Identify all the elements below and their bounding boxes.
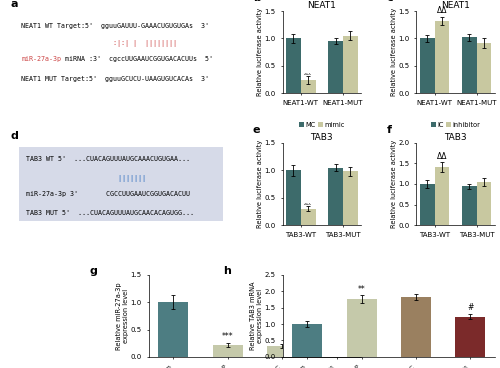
Title: NEAT1: NEAT1: [308, 1, 336, 10]
Y-axis label: Relative luciferase activity: Relative luciferase activity: [390, 8, 396, 96]
Text: #: #: [467, 304, 473, 312]
Legend: MC, mimic: MC, mimic: [298, 121, 346, 129]
Text: h: h: [223, 266, 231, 276]
Bar: [420, 39, 434, 93]
Bar: [476, 43, 492, 93]
FancyBboxPatch shape: [19, 147, 223, 221]
Text: NEAT1 WT Target:5'  gguuGAUUU-GAAACUGUGUGAs  3': NEAT1 WT Target:5' gguuGAUUU-GAAACUGUGUG…: [22, 23, 210, 29]
Title: TAB3: TAB3: [310, 133, 333, 142]
Text: c: c: [386, 0, 393, 3]
Bar: [434, 21, 450, 93]
Text: d: d: [11, 131, 18, 141]
Text: miRNA :3'  cgccUUGAAUCGGUGACACUUs  5': miRNA :3' cgccUUGAAUCGGUGACACUUs 5': [22, 56, 214, 62]
Text: f: f: [386, 125, 392, 135]
Bar: [401, 297, 431, 357]
Y-axis label: Relative luciferase activity: Relative luciferase activity: [257, 140, 263, 228]
Title: TAB3: TAB3: [444, 133, 467, 142]
Bar: [301, 80, 316, 93]
Bar: [322, 312, 352, 357]
Text: TAB3 MUT 5'  ...CUACAGUUUAUGCAACACAGUGG...: TAB3 MUT 5' ...CUACAGUUUAUGCAACACAGUGG..…: [26, 210, 194, 216]
Bar: [420, 184, 434, 225]
Bar: [343, 36, 357, 93]
Bar: [301, 209, 316, 225]
Text: :|:| |  ||||||||: :|:| | ||||||||: [22, 40, 178, 47]
Title: NEAT1: NEAT1: [441, 1, 470, 10]
Bar: [158, 302, 188, 357]
Bar: [476, 182, 492, 225]
Y-axis label: Relative luciferase activity: Relative luciferase activity: [257, 8, 263, 96]
Bar: [267, 346, 297, 357]
Bar: [328, 167, 343, 225]
Bar: [456, 317, 486, 357]
Text: miR-27a-3p 3'       CGCCUUGAAUCGGUGACACUU: miR-27a-3p 3' CGCCUUGAAUCGGUGACACUU: [26, 191, 190, 197]
Bar: [213, 345, 243, 357]
Text: **: **: [358, 285, 366, 294]
Text: g: g: [90, 266, 97, 276]
Bar: [462, 186, 476, 225]
Bar: [434, 167, 450, 225]
Bar: [286, 170, 301, 225]
Text: TAB3 WT 5'  ...CUACAGUUUAUGCAAACUGUGAA...: TAB3 WT 5' ...CUACAGUUUAUGCAAACUGUGAA...: [26, 156, 190, 162]
Text: ‸‸‸: ‸‸‸: [304, 196, 312, 205]
Text: ###: ###: [327, 298, 346, 307]
Y-axis label: Relative miR-27a-3p
expression level: Relative miR-27a-3p expression level: [116, 282, 129, 350]
Text: |||||||: |||||||: [26, 175, 146, 182]
Bar: [343, 171, 357, 225]
Bar: [462, 38, 476, 93]
Legend: IC, inhibitor: IC, inhibitor: [430, 121, 481, 129]
Y-axis label: Relative luciferase activity: Relative luciferase activity: [390, 140, 396, 228]
Bar: [346, 299, 376, 357]
Text: NEAT1 MUT Target:5'  gguuGCUCU-UAAGUGUCACAs  3': NEAT1 MUT Target:5' gguuGCUCU-UAAGUGUCAC…: [22, 75, 210, 82]
Text: b: b: [252, 0, 260, 3]
Text: e: e: [252, 125, 260, 135]
Bar: [328, 41, 343, 93]
Text: a: a: [11, 0, 18, 10]
Bar: [292, 324, 322, 357]
Text: ‸‸‸: ‸‸‸: [304, 66, 312, 75]
Text: ΔΔ: ΔΔ: [436, 152, 447, 161]
Y-axis label: Relative TAB3 mRNA
expression level: Relative TAB3 mRNA expression level: [250, 282, 263, 350]
Text: miR-27a-3p: miR-27a-3p: [22, 56, 62, 62]
Text: ***: ***: [222, 332, 234, 341]
Bar: [286, 39, 301, 93]
Text: ΔΔ: ΔΔ: [436, 6, 447, 15]
